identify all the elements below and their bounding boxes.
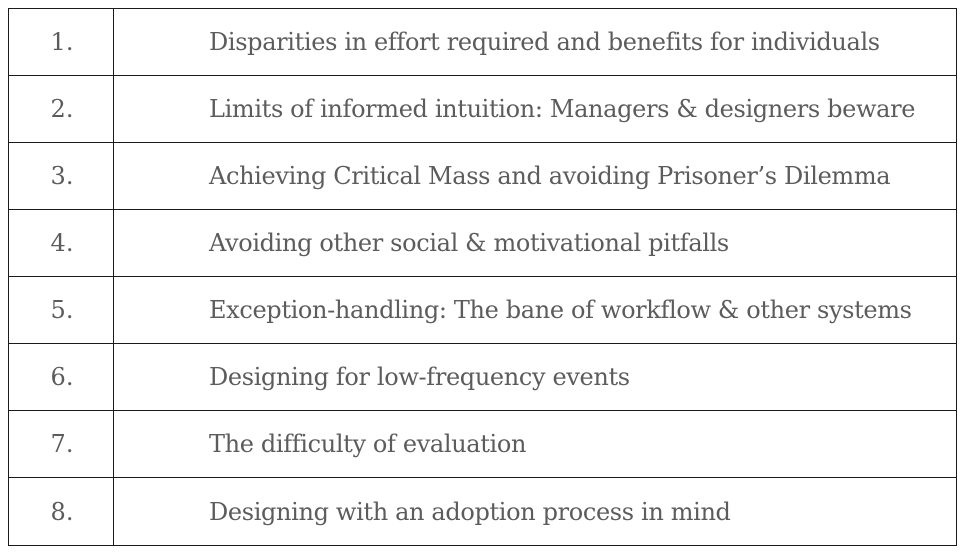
row-number: 5. [8, 276, 114, 344]
table-row: 1. Disparities in effort required and be… [8, 8, 957, 76]
row-text: Designing for low-frequency events [113, 343, 957, 411]
table-row: 4. Avoiding other social & motivational … [8, 209, 957, 277]
row-text: Limits of informed intuition: Managers &… [113, 75, 957, 143]
row-number: 4. [8, 209, 114, 277]
table-row: 7. The difficulty of evaluation [8, 410, 957, 478]
row-text: Avoiding other social & motivational pit… [113, 209, 957, 277]
table-row: 3. Achieving Critical Mass and avoiding … [8, 142, 957, 210]
table-row: 2. Limits of informed intuition: Manager… [8, 75, 957, 143]
row-number: 2. [8, 75, 114, 143]
row-number: 3. [8, 142, 114, 210]
row-text: Designing with an adoption process in mi… [113, 477, 957, 546]
row-number: 1. [8, 8, 114, 76]
row-text: Disparities in effort required and benef… [113, 8, 957, 76]
challenges-table: 1. Disparities in effort required and be… [8, 8, 957, 546]
row-text: Exception-handling: The bane of workflow… [113, 276, 957, 344]
row-number: 7. [8, 410, 114, 478]
row-number: 6. [8, 343, 114, 411]
row-number: 8. [8, 477, 114, 546]
table-row: 8. Designing with an adoption process in… [8, 477, 957, 546]
challenges-table-container: 1. Disparities in effort required and be… [8, 8, 957, 546]
row-text: The difficulty of evaluation [113, 410, 957, 478]
table-row: 6. Designing for low-frequency events [8, 343, 957, 411]
table-row: 5. Exception-handling: The bane of workf… [8, 276, 957, 344]
row-text: Achieving Critical Mass and avoiding Pri… [113, 142, 957, 210]
